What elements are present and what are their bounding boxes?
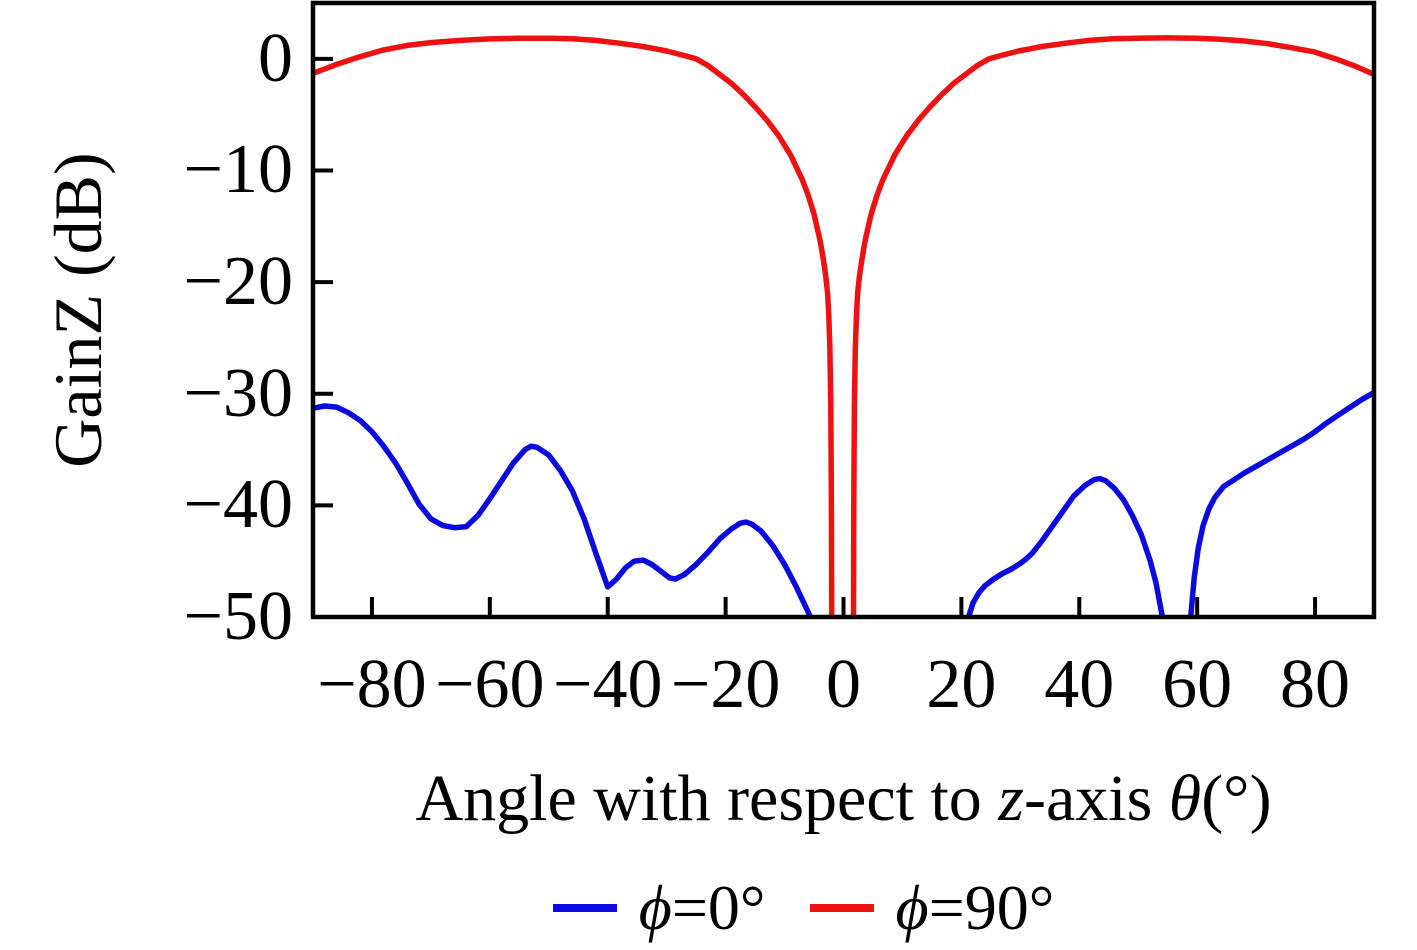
- legend-item-phi-0: ϕ=0°: [552, 876, 766, 940]
- x-tick-label: 20: [926, 646, 997, 723]
- phi-symbol: ϕ: [895, 872, 929, 943]
- legend-label-value: =90°: [928, 872, 1055, 943]
- series-phi-0-line-segment-0: [312, 403, 813, 619]
- legend-label-value: =0°: [671, 872, 766, 943]
- x-tick-label: −60: [435, 646, 545, 723]
- x-tick-label: 80: [1280, 646, 1351, 723]
- y-tick-label: 0: [258, 19, 293, 97]
- x-axis-label-part: Angle with respect to: [415, 762, 999, 835]
- legend-label-phi-0: ϕ=0°: [639, 876, 766, 940]
- x-tick-label: 60: [1162, 646, 1233, 723]
- phi-symbol: ϕ: [638, 872, 672, 943]
- legend-label-phi-90: ϕ=90°: [896, 876, 1055, 940]
- x-axis-label-part: -axis: [1023, 762, 1169, 835]
- legend-line-phi-90: [809, 904, 874, 912]
- x-tick-label: 0: [826, 646, 861, 723]
- x-tick-label: 40: [1044, 646, 1115, 723]
- x-axis-label-part: (°): [1201, 762, 1272, 835]
- x-tick-label: −40: [552, 646, 663, 723]
- legend-item-phi-90: ϕ=90°: [809, 876, 1055, 940]
- x-axis-label: Angle with respect to z-axis θ(°): [313, 762, 1374, 836]
- y-tick-label: −40: [183, 466, 293, 544]
- x-axis-label-part: θ: [1168, 762, 1202, 835]
- series-phi-0-line-segment-2: [1187, 390, 1376, 618]
- series-phi-90-line-segment-0: [312, 35, 835, 618]
- y-tick-label: −30: [183, 354, 293, 432]
- x-axis-label-part: z: [998, 762, 1024, 835]
- y-tick-label: −10: [183, 131, 293, 209]
- series-phi-0-line-segment-1: [965, 475, 1166, 618]
- y-tick-label: −50: [183, 578, 293, 655]
- series-phi-90-line-segment-1: [850, 35, 1376, 618]
- y-tick-label: −20: [183, 243, 293, 321]
- plot-frame: [310, 0, 1377, 620]
- legend-line-phi-0: [552, 904, 617, 912]
- x-tick-label: −80: [317, 646, 427, 723]
- legend: ϕ=0° ϕ=90°: [313, 872, 1374, 944]
- x-tick-label: −20: [670, 646, 781, 723]
